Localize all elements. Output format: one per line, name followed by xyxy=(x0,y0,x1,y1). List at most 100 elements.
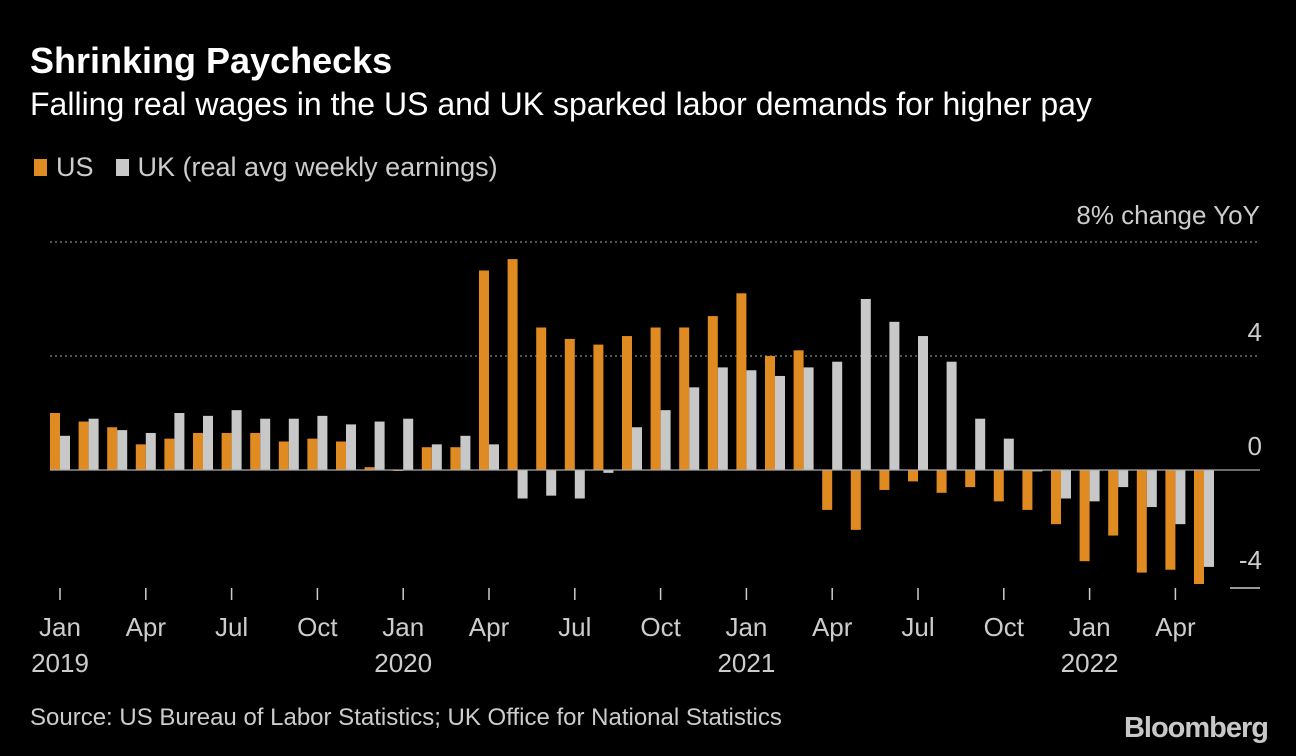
bar-us-2021-04 xyxy=(822,470,833,510)
bar-us-2021-05 xyxy=(850,470,861,530)
bar-uk-2019-05 xyxy=(174,413,185,470)
bar-us-2020-07 xyxy=(564,338,575,470)
bar-uk-2021-07 xyxy=(918,336,928,470)
bar-uk-2021-05 xyxy=(860,299,871,470)
source-note: Source: US Bureau of Labor Statistics; U… xyxy=(30,704,782,731)
bar-us-2019-10 xyxy=(307,438,318,470)
bar-us-2020-05 xyxy=(507,259,518,470)
x-tick-label-3: Apr xyxy=(126,612,167,642)
bar-us-2021-11 xyxy=(1022,470,1033,510)
bar-uk-2021-10 xyxy=(1003,438,1014,470)
bar-uk-2021-08 xyxy=(946,361,957,470)
bar-uk-2022-01 xyxy=(1089,470,1100,502)
bar-us-2020-09 xyxy=(622,336,632,470)
x-tick-label-30: Jul xyxy=(901,612,934,642)
x-tick-label-33: Oct xyxy=(984,612,1025,642)
bar-us-2020-04 xyxy=(479,270,489,470)
bar-uk-2021-03 xyxy=(803,367,814,470)
legend: US UK (real avg weekly earnings) xyxy=(34,152,520,183)
bloomberg-logo: Bloomberg xyxy=(1123,712,1269,744)
bar-uk-2020-07 xyxy=(574,470,585,499)
bar-us-2021-12 xyxy=(1051,470,1061,525)
bar-us-2019-02 xyxy=(78,421,89,470)
bar-uk-2019-11 xyxy=(346,424,356,470)
legend-swatch-uk xyxy=(115,159,129,176)
bar-uk-2019-07 xyxy=(231,410,242,470)
bar-us-2019-06 xyxy=(193,432,203,470)
bar-us-2019-04 xyxy=(135,444,146,470)
bar-us-2019-07 xyxy=(221,432,232,470)
bar-uk-2022-05 xyxy=(1204,470,1214,567)
x-tick-label-39: Apr xyxy=(1155,612,1196,642)
x-tick-label-12: Jan xyxy=(382,612,424,642)
bar-uk-2019-12 xyxy=(374,421,385,470)
bar-us-2019-08 xyxy=(250,432,261,470)
bar-uk-2021-02 xyxy=(775,375,785,470)
bar-us-2021-07 xyxy=(908,470,918,482)
bar-chart: 8% change YoY 4 0 -4 Jan 2019 Apr Jul Oct Jan 2020… xyxy=(31,200,1262,678)
bar-us-2020-12 xyxy=(707,316,718,470)
bar-uk-2019-10 xyxy=(317,415,328,470)
bar-uk-2019-03 xyxy=(117,430,128,470)
bar-uk-2020-03 xyxy=(460,435,471,470)
bar-uk-2019-02 xyxy=(88,418,99,470)
x-tick-label-18: Jul xyxy=(558,612,591,642)
bar-us-2021-09 xyxy=(965,470,976,488)
x-tick-label-21: Oct xyxy=(640,612,681,642)
bar-uk-2019-06 xyxy=(203,415,213,470)
legend-label-uk: UK (real avg weekly earnings) xyxy=(137,152,498,182)
x-tick-label-27: Apr xyxy=(812,612,853,642)
bar-uk-2022-03 xyxy=(1146,470,1157,508)
chart-title: Shrinking Paychecks xyxy=(30,40,393,81)
bar-us-2021-02 xyxy=(765,356,775,470)
bar-us-2022-03 xyxy=(1136,470,1147,573)
x-tick-label-9: Oct xyxy=(297,612,338,642)
bar-us-2021-01 xyxy=(736,293,747,470)
chart-subtitle: Falling real wages in the US and UK spar… xyxy=(30,86,1092,122)
bar-uk-2020-12 xyxy=(717,367,728,470)
bar-us-2019-05 xyxy=(164,438,175,470)
bar-us-2020-03 xyxy=(450,447,461,470)
x-year-label-2021: 2021 xyxy=(717,648,775,678)
bar-us-2021-03 xyxy=(793,350,804,470)
bar-us-2020-06 xyxy=(536,327,547,470)
bar-us-2020-02 xyxy=(421,447,432,470)
bar-uk-2021-04 xyxy=(832,361,843,470)
x-year-label-2022: 2022 xyxy=(1061,648,1119,678)
bar-uk-2020-08 xyxy=(603,470,614,473)
y-tick-label-4: 4 xyxy=(1248,317,1262,347)
legend-item-us: US xyxy=(34,152,94,183)
bar-us-2022-04 xyxy=(1165,470,1176,570)
bar-uk-2021-11 xyxy=(1032,470,1043,472)
legend-swatch-us xyxy=(34,159,47,176)
bar-uk-2021-06 xyxy=(889,321,900,470)
bar-uk-2020-06 xyxy=(546,470,557,496)
bar-uk-2020-02 xyxy=(431,444,442,470)
bar-uk-2020-05 xyxy=(517,470,528,499)
bar-us-2019-11 xyxy=(336,441,346,470)
bar-us-2021-06 xyxy=(879,470,890,490)
bar-uk-2021-09 xyxy=(975,418,986,470)
bar-us-2019-09 xyxy=(278,441,289,470)
bar-uk-2019-01 xyxy=(60,435,70,470)
x-year-label-2019: 2019 xyxy=(31,648,89,678)
bar-uk-2021-12 xyxy=(1061,470,1071,499)
bar-us-2020-10 xyxy=(650,327,661,470)
bar-us-2021-08 xyxy=(936,470,947,493)
bar-uk-2020-04 xyxy=(489,444,499,470)
bar-uk-2022-02 xyxy=(1118,470,1129,488)
bar-us-2019-12 xyxy=(364,467,375,470)
x-year-label-2020: 2020 xyxy=(374,648,432,678)
bar-uk-2022-04 xyxy=(1175,470,1186,525)
bar-uk-2020-10 xyxy=(660,410,671,470)
bar-us-2020-11 xyxy=(679,327,690,470)
bar-us-2019-03 xyxy=(107,427,118,470)
bar-uk-2020-09 xyxy=(632,427,642,470)
bar-uk-2019-08 xyxy=(260,418,271,470)
y-tick-label-0: 0 xyxy=(1248,431,1262,461)
bar-us-2022-05 xyxy=(1194,470,1204,584)
bar-uk-2020-11 xyxy=(689,387,700,470)
y-unit-label: 8% change YoY xyxy=(1076,200,1260,230)
x-tick-label-15: Apr xyxy=(469,612,510,642)
x-tick-label-24: Jan xyxy=(725,612,767,642)
